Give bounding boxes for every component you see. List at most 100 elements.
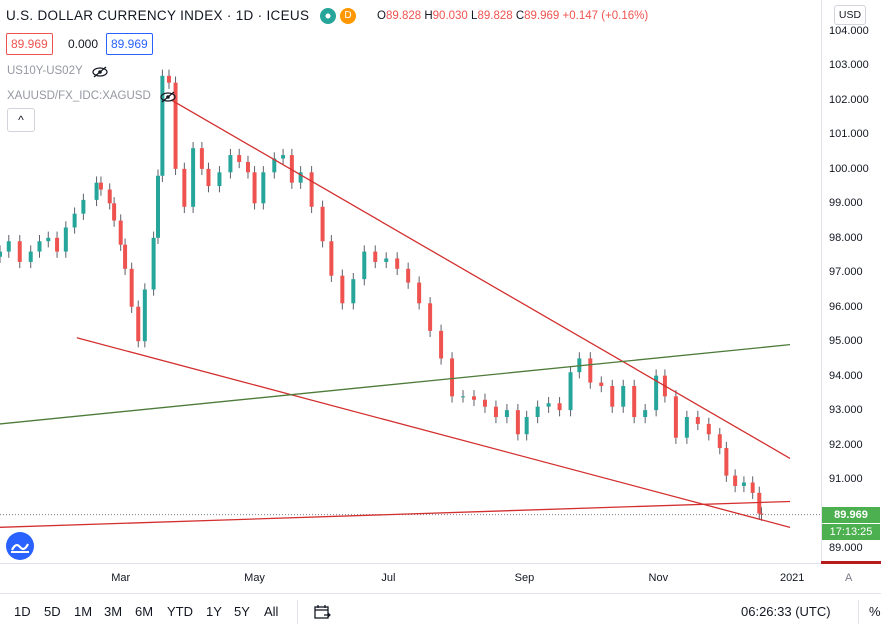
candle bbox=[37, 235, 42, 258]
candle bbox=[72, 207, 77, 234]
toolbar-divider bbox=[858, 600, 859, 624]
last-price-tag: 89.969 bbox=[822, 507, 880, 523]
candle bbox=[46, 231, 51, 248]
low-value: 89.828 bbox=[477, 10, 513, 22]
date-range-icon[interactable] bbox=[314, 604, 332, 620]
candle bbox=[351, 272, 356, 310]
candle bbox=[81, 193, 86, 220]
time-tick-label: 2021 bbox=[779, 572, 805, 584]
red-trendline[interactable] bbox=[76, 337, 791, 528]
visibility-icon[interactable] bbox=[320, 8, 336, 24]
hidden-eye-icon[interactable] bbox=[92, 66, 108, 78]
price-tick-label: 104.000 bbox=[829, 25, 869, 37]
price-tick-label: 89.000 bbox=[829, 542, 863, 554]
candle bbox=[151, 231, 156, 296]
candle bbox=[461, 390, 466, 403]
candle bbox=[217, 166, 222, 193]
candle bbox=[568, 366, 573, 417]
price-axis[interactable]: 104.000 103.000 102.000 101.000 100.000 99.00… bbox=[821, 0, 881, 563]
candle bbox=[142, 283, 147, 348]
candle bbox=[524, 410, 529, 441]
candle bbox=[599, 376, 604, 393]
candle bbox=[107, 183, 112, 210]
price-tick-label: 92.000 bbox=[829, 438, 863, 451]
sell-price-box[interactable]: 89.969 bbox=[6, 33, 53, 55]
percent-scale-button[interactable]: % bbox=[869, 604, 881, 619]
clock-readout[interactable]: 06:26:33 (UTC) bbox=[741, 604, 831, 619]
currency-button[interactable]: USD bbox=[834, 5, 866, 25]
study-label: XAUUSD/FX_IDC:XAGUSD bbox=[7, 90, 151, 102]
low-label: L bbox=[471, 10, 478, 22]
timeframe-all[interactable]: All bbox=[264, 604, 279, 619]
timeframe-1m[interactable]: 1M bbox=[74, 604, 93, 619]
buy-price-box[interactable]: 89.969 bbox=[106, 33, 153, 55]
high-label: H bbox=[424, 10, 433, 22]
candle bbox=[741, 476, 746, 493]
candle bbox=[309, 166, 314, 213]
candle bbox=[733, 469, 738, 493]
candle bbox=[94, 176, 99, 207]
candle bbox=[206, 162, 211, 193]
time-tick-label: May bbox=[244, 572, 265, 584]
time-tick-label: Sep bbox=[514, 572, 535, 584]
timeframe-5y[interactable]: 5Y bbox=[234, 604, 250, 619]
study-xauusd-xagusd[interactable]: XAUUSD/FX_IDC:XAGUSD bbox=[7, 90, 176, 103]
price-tick-label: 91.000 bbox=[829, 473, 863, 486]
price-tick-label: 99.000 bbox=[829, 197, 863, 210]
candle bbox=[17, 235, 22, 269]
red-trendline[interactable] bbox=[0, 500, 791, 528]
candlestick-chart[interactable] bbox=[0, 0, 821, 563]
price-tick-label: 102.000 bbox=[829, 93, 869, 106]
candle bbox=[684, 410, 689, 444]
candle bbox=[289, 148, 294, 189]
candle bbox=[63, 221, 68, 258]
timeframe-ytd[interactable]: YTD bbox=[167, 604, 193, 619]
close-label: C bbox=[515, 10, 525, 22]
price-tick-label: 98.000 bbox=[829, 231, 863, 244]
candle bbox=[252, 166, 257, 210]
candle bbox=[329, 235, 334, 282]
study-label: US10Y-US02Y bbox=[7, 65, 83, 77]
open-label: O bbox=[377, 10, 386, 22]
candle bbox=[406, 262, 411, 289]
candle bbox=[493, 400, 498, 424]
candle bbox=[643, 403, 648, 424]
red-trendline[interactable] bbox=[170, 99, 791, 459]
candle bbox=[695, 410, 700, 431]
time-tick-label: Jul bbox=[381, 572, 396, 584]
price-tick-label: 97.000 bbox=[829, 266, 863, 279]
candle bbox=[298, 166, 303, 189]
timeframe-6m[interactable]: 6M bbox=[135, 604, 154, 619]
time-tick-label: Mar bbox=[111, 572, 131, 584]
auto-scale-button[interactable]: A bbox=[845, 572, 853, 584]
chart-plot-area[interactable]: U.S. DOLLAR CURRENCY INDEX · 1D · ICEUS … bbox=[0, 0, 821, 563]
candle bbox=[55, 231, 60, 258]
candle bbox=[546, 397, 551, 413]
candle bbox=[395, 252, 400, 276]
time-axis[interactable]: Mar May Jul Sep Nov 2021 bbox=[0, 563, 821, 594]
candle bbox=[191, 141, 196, 213]
price-tick-label: 100.000 bbox=[829, 162, 869, 175]
candle bbox=[0, 245, 2, 263]
timeframe-1d[interactable]: 1D bbox=[14, 604, 31, 619]
collapse-legend-button[interactable]: ^ bbox=[7, 108, 35, 132]
candle bbox=[373, 245, 378, 269]
green-trendline[interactable] bbox=[0, 343, 791, 425]
timeframe-3m[interactable]: 3M bbox=[104, 604, 123, 619]
price-axis-marker bbox=[821, 561, 881, 564]
candle bbox=[717, 428, 722, 455]
candle bbox=[654, 369, 659, 417]
timeframe-1y[interactable]: 1Y bbox=[206, 604, 222, 619]
timeframe-5d[interactable]: 5D bbox=[44, 604, 61, 619]
study-us10y-us02y[interactable]: US10Y-US02Y bbox=[7, 65, 108, 78]
candle bbox=[160, 69, 165, 182]
tradingview-logo-icon[interactable] bbox=[6, 532, 34, 560]
candle bbox=[417, 276, 422, 310]
candle bbox=[535, 400, 540, 424]
candle bbox=[610, 379, 615, 413]
price-tick-label: 103.000 bbox=[829, 59, 869, 72]
d-badge[interactable]: D bbox=[340, 8, 356, 24]
time-tick-label: Nov bbox=[648, 572, 669, 584]
hidden-eye-icon[interactable] bbox=[160, 91, 176, 103]
candle bbox=[621, 379, 626, 413]
